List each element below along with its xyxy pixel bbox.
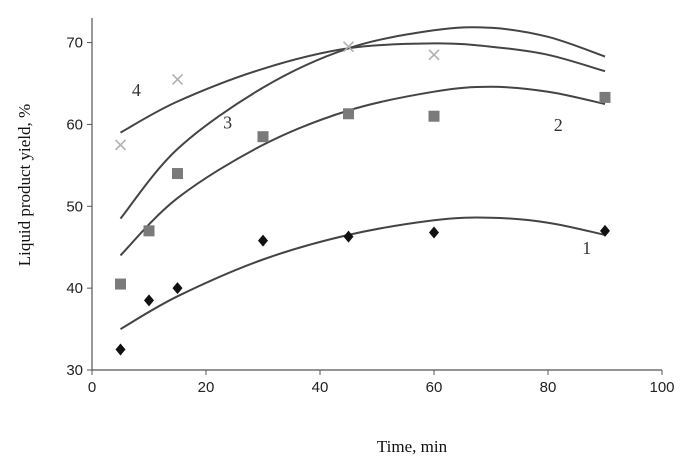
curve-label-1: 1 (582, 238, 591, 258)
point-series-2 (172, 168, 183, 180)
point-series-2 (143, 225, 155, 237)
y-tick-label: 60 (66, 116, 83, 133)
point-series-4 (428, 49, 440, 61)
point-series-2 (257, 131, 269, 143)
x-tick-label: 0 (88, 379, 96, 396)
fit-curves (119, 26, 606, 330)
point-series-2 (343, 108, 354, 120)
curve-label-3: 3 (223, 113, 232, 133)
curve-label-2: 2 (554, 115, 563, 135)
x-tick-label: 60 (426, 379, 443, 396)
x-tick-label: 40 (312, 379, 329, 396)
x-tick-label: 80 (540, 379, 557, 396)
point-series-1 (172, 282, 183, 295)
fit-curve-4 (120, 42, 606, 134)
point-series-1 (144, 294, 154, 307)
fit-curve-3 (119, 26, 606, 220)
y-axis-title: Liquid product yield, % (15, 104, 34, 266)
curve-label-4: 4 (132, 80, 141, 100)
point-series-1 (429, 226, 439, 239)
x-axis-title: Time, min (377, 437, 448, 456)
point-series-1 (115, 343, 126, 356)
fit-curve-2 (119, 85, 606, 257)
point-series-2 (115, 278, 126, 290)
curve-labels: 1 2 3 4 (132, 80, 591, 258)
point-series-1 (258, 234, 268, 247)
x-tick-label: 100 (649, 379, 674, 396)
point-series-2 (428, 110, 440, 122)
data-markers (114, 41, 611, 356)
ticks: 0 20 40 60 80 100 30 40 50 60 70 (66, 35, 674, 396)
point-series-4 (114, 139, 127, 151)
y-tick-label: 30 (66, 362, 83, 379)
x-tick-label: 20 (198, 379, 215, 396)
axes (91, 18, 662, 371)
point-series-1 (343, 230, 354, 243)
y-tick-label: 70 (66, 35, 83, 52)
y-tick-label: 40 (66, 280, 83, 297)
point-series-1 (600, 224, 610, 237)
point-series-4 (342, 41, 355, 53)
fit-curve-1 (119, 216, 606, 330)
point-series-2 (599, 91, 611, 103)
point-series-4 (171, 73, 184, 85)
y-tick-label: 50 (66, 198, 83, 215)
